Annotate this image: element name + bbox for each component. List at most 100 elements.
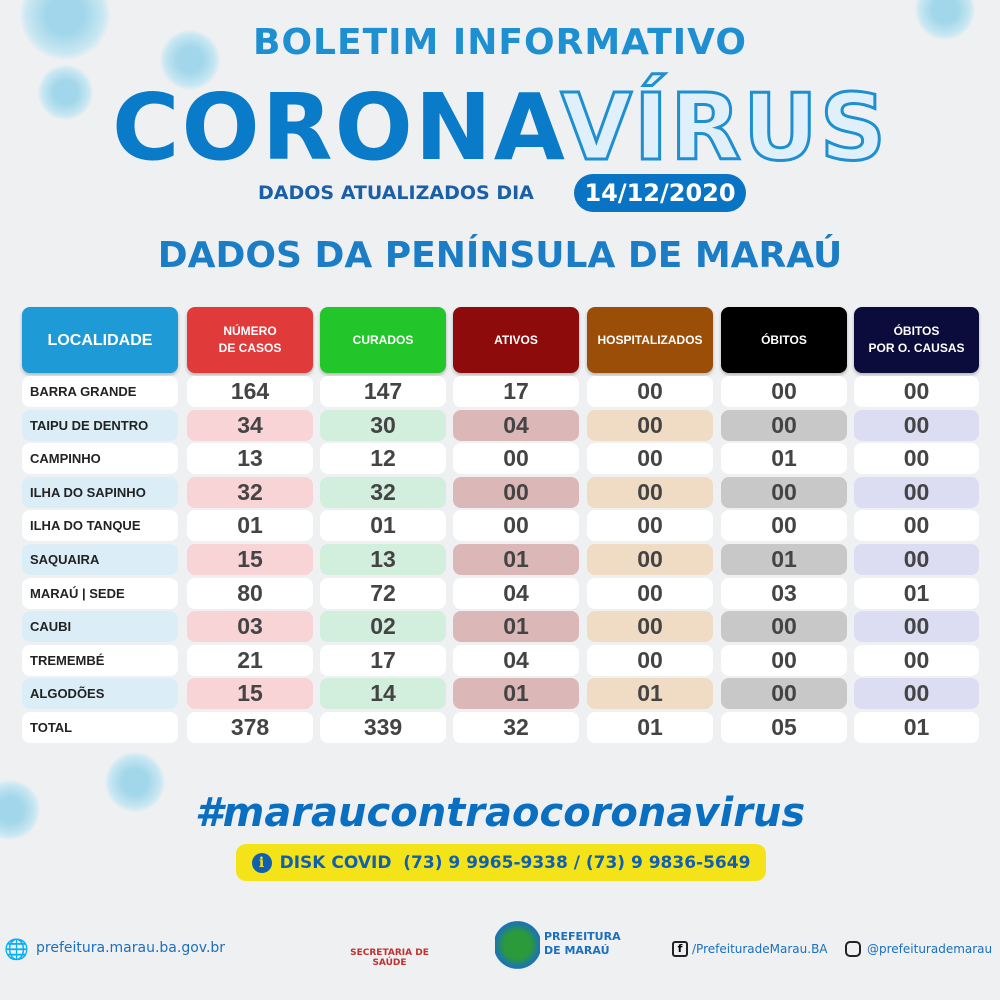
table-cell: 72	[320, 577, 446, 609]
coronavirus-title: CORONAVÍRUS	[0, 76, 1000, 179]
row-location: TOTAL	[22, 712, 178, 743]
column-header: ÓBITOS	[721, 307, 847, 373]
table-cell: 00	[721, 376, 847, 407]
table-cell: 00	[453, 476, 579, 508]
table-cell: 30	[320, 409, 446, 441]
secretaria-saude-logo: SECRETARIA DE SAÚDE	[350, 948, 429, 968]
facebook-link[interactable]: /PrefeituradeMarau.BA	[692, 942, 828, 956]
table-cell: 00	[587, 577, 713, 609]
table-cell: 13	[187, 443, 313, 475]
virus-decoration	[38, 65, 93, 120]
website-link[interactable]: prefeitura.marau.ba.gov.br	[36, 940, 226, 956]
row-location: SAQUAIRA	[22, 544, 178, 575]
instagram-icon	[845, 941, 861, 957]
table-cell: 00	[721, 409, 847, 441]
table-cell: 12	[320, 443, 446, 475]
table-cell: 01	[320, 510, 446, 542]
section-title: DADOS DA PENÍNSULA DE MARAÚ	[157, 235, 843, 276]
info-icon: i	[251, 852, 272, 873]
table-cell: 00	[721, 644, 847, 676]
table-cell: 32	[187, 476, 313, 508]
table-cell: 164	[187, 376, 313, 407]
table-cell: 15	[187, 544, 313, 575]
facebook-icon: f	[672, 941, 688, 957]
table-cell: 01	[453, 544, 579, 575]
disk-covid-banner: i DISK COVID (73) 9 9965-9338 / (73) 9 98…	[236, 844, 766, 881]
table-cell: 00	[721, 678, 847, 710]
table-cell: 04	[453, 409, 579, 441]
row-location: ILHA DO TANQUE	[22, 510, 178, 542]
column-header: LOCALIDADE	[22, 307, 178, 373]
row-location: TAIPU DE DENTRO	[22, 409, 178, 441]
column-header: NÚMERO DE CASOS	[187, 307, 313, 373]
disk-covid-text: DISK COVID (73) 9 9965-9338 / (73) 9 983…	[279, 852, 751, 873]
table-cell: 03	[721, 577, 847, 609]
title-corona: CORONA	[112, 74, 561, 181]
table-cell: 32	[453, 712, 579, 743]
column-header: ÓBITOS POR O. CAUSAS	[854, 307, 979, 373]
table-cell: 00	[854, 644, 979, 676]
table-cell: 00	[721, 611, 847, 643]
table-cell: 01	[587, 678, 713, 710]
table-cell: 21	[187, 644, 313, 676]
table-cell: 01	[854, 712, 979, 743]
table-cell: 00	[587, 376, 713, 407]
table-cell: 00	[854, 678, 979, 710]
table-cell: 80	[187, 577, 313, 609]
table-cell: 04	[453, 577, 579, 609]
table-cell: 00	[587, 409, 713, 441]
row-location: TREMEMBÉ	[22, 644, 178, 676]
title-virus: VÍRUS	[559, 74, 888, 181]
table-cell: 32	[320, 476, 446, 508]
updated-label: DADOS ATUALIZADOS DIA	[258, 182, 534, 204]
table-cell: 17	[320, 644, 446, 676]
row-location: ALGODÕES	[22, 678, 178, 710]
table-cell: 01	[453, 611, 579, 643]
table-cell: 147	[320, 376, 446, 407]
prefeitura-logo-text: PREFEITURA DE MARAÚ	[544, 930, 621, 957]
virus-decoration	[105, 752, 165, 812]
table-cell: 34	[187, 409, 313, 441]
table-cell: 00	[587, 544, 713, 575]
table-cell: 00	[854, 611, 979, 643]
table-cell: 14	[320, 678, 446, 710]
table-cell: 05	[721, 712, 847, 743]
table-cell: 00	[854, 376, 979, 407]
table-cell: 00	[854, 510, 979, 542]
table-cell: 00	[854, 544, 979, 575]
table-cell: 03	[187, 611, 313, 643]
table-cell: 00	[854, 476, 979, 508]
table-cell: 01	[587, 712, 713, 743]
column-header: CURADOS	[320, 307, 446, 373]
table-cell: 339	[320, 712, 446, 743]
row-location: ILHA DO SAPINHO	[22, 476, 178, 508]
table-cell: 00	[854, 409, 979, 441]
row-location: BARRA GRANDE	[22, 376, 178, 407]
bulletin-title: BOLETIM INFORMATIVO	[253, 22, 747, 63]
table-cell: 01	[721, 443, 847, 475]
table-cell: 00	[453, 510, 579, 542]
column-header: ATIVOS	[453, 307, 579, 373]
table-cell: 00	[587, 611, 713, 643]
column-header: HOSPITALIZADOS	[587, 307, 713, 373]
table-cell: 00	[587, 443, 713, 475]
instagram-link[interactable]: @prefeiturademarau	[867, 942, 993, 956]
table-cell: 01	[187, 510, 313, 542]
table-cell: 01	[721, 544, 847, 575]
update-date: 14/12/2020	[574, 174, 746, 212]
table-cell: 378	[187, 712, 313, 743]
marau-coat-of-arms	[495, 920, 540, 970]
hashtag: #maraucontraocoronavirus	[194, 790, 806, 836]
table-cell: 00	[453, 443, 579, 475]
table-cell: 02	[320, 611, 446, 643]
table-cell: 17	[453, 376, 579, 407]
row-location: CAMPINHO	[22, 443, 178, 475]
row-location: MARAÚ | SEDE	[22, 577, 178, 609]
globe-icon: 🌐	[4, 937, 29, 961]
table-cell: 00	[721, 476, 847, 508]
virus-decoration	[160, 30, 220, 90]
table-cell: 00	[587, 476, 713, 508]
table-cell: 00	[587, 510, 713, 542]
table-cell: 01	[854, 577, 979, 609]
table-cell: 13	[320, 544, 446, 575]
